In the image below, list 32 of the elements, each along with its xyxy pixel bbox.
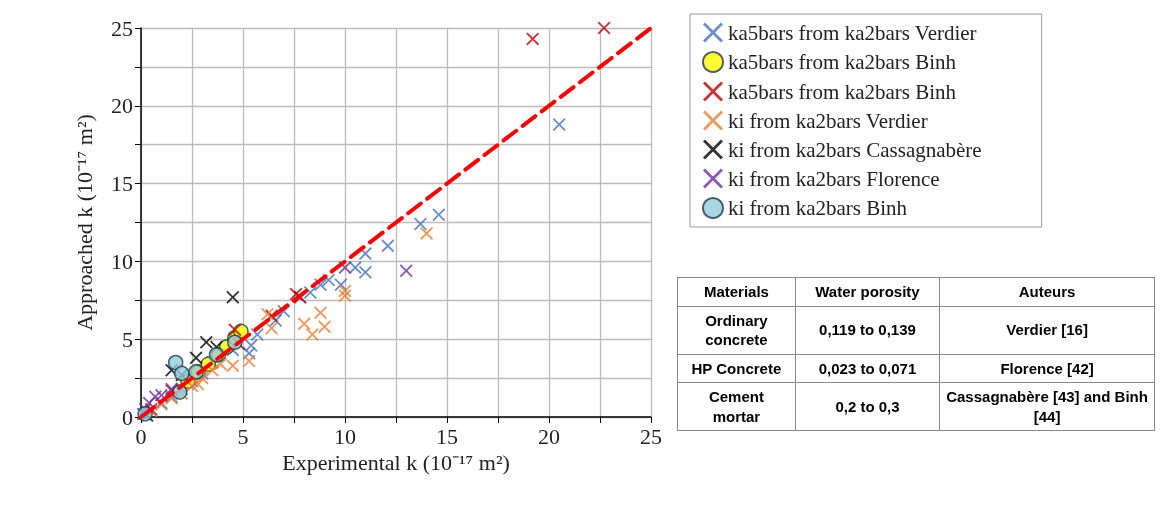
text: Water porosity (795, 277, 940, 306)
text: Ordinary concrete (677, 306, 796, 354)
y-tick-label: 25 (111, 15, 133, 41)
legend-label: ki from ka2bars Cassagnabère (728, 137, 982, 162)
text: Verdier [16] (939, 306, 1155, 354)
y-tick-label: 10 (111, 248, 133, 274)
y-tick-label: 20 (111, 93, 133, 119)
legend-label: ki from ka2bars Verdier (728, 108, 928, 133)
text: Cement mortar (677, 382, 796, 431)
text: 0,119 to 0,139 (795, 306, 940, 354)
x-tick-label: 10 (334, 423, 356, 449)
y-tick-label: 5 (122, 326, 133, 352)
y-tick-label: 15 (111, 171, 133, 197)
legend-label: ka5bars from ka2bars Verdier (728, 20, 977, 45)
y-axis-title: Approached k (10⁻¹⁷ m²) (71, 114, 97, 331)
text: HP Concrete (677, 354, 796, 383)
text: 0,023 to 0,071 (795, 354, 940, 383)
x-tick-label: 5 (237, 423, 249, 449)
text: Cassagnabère [43] and Binh [44] (939, 382, 1155, 431)
text: Florence [42] (939, 354, 1155, 383)
y-tick-label: 0 (122, 404, 133, 430)
x-tick-label: 20 (538, 423, 560, 449)
x-tick-label: 25 (640, 423, 662, 449)
text: Materials (677, 277, 796, 306)
text: Auteurs (939, 277, 1155, 306)
legend-label: ki from ka2bars Binh (728, 196, 908, 220)
text: 0,2 to 0,3 (795, 382, 940, 431)
legend-label: ka5bars from ka2bars Binh (728, 79, 957, 104)
x-axis-title: Experimental k (10⁻¹⁷ m²) (282, 450, 510, 476)
legend-label: ka5bars from ka2bars Binh (728, 50, 957, 74)
x-tick-label: 15 (436, 423, 458, 449)
legend-label: ki from ka2bars Florence (728, 166, 940, 191)
